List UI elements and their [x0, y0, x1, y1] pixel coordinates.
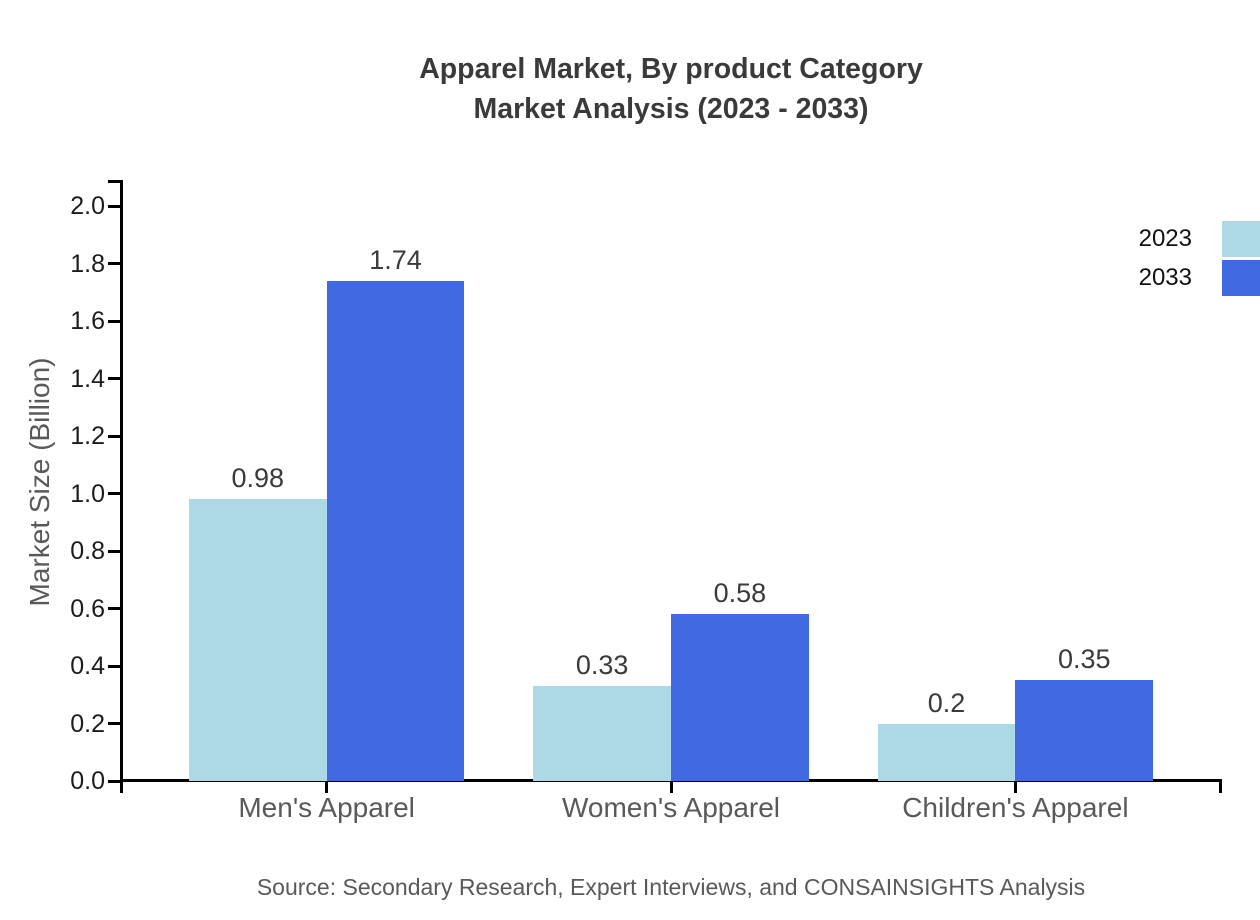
chart-title-line2: Market Analysis (2023 - 2033) [473, 93, 869, 125]
x-axis-end-cap [1219, 781, 1222, 793]
y-tick [108, 779, 121, 783]
legend-label-2023: 2023 [1138, 224, 1192, 252]
y-tick [108, 722, 121, 725]
y-tick [108, 492, 121, 495]
bar-value-label-2033-children-s-apparel: 0.35 [1057, 644, 1111, 675]
x-category-label-men-s-apparel: Men's Apparel [238, 792, 415, 823]
legend: 2023 2033 [1139, 219, 1260, 297]
y-tick [108, 549, 121, 553]
legend-item-2023: 2023 [1139, 219, 1260, 258]
y-tick [108, 664, 121, 668]
y-tick-label: 0.8 [70, 537, 105, 565]
y-axis-line [120, 180, 123, 793]
chart-title-line1: Apparel Market, By product Category [419, 53, 923, 85]
bar-value-label-2033-women-s-apparel: 0.58 [713, 578, 767, 609]
source-note: Source: Secondary Research, Expert Inter… [256, 874, 1086, 900]
bar-value-label-2033-men-s-apparel: 1.74 [369, 244, 422, 275]
y-tick [108, 434, 121, 438]
y-tick-label: 0.0 [70, 767, 105, 795]
y-tick-label: 0.4 [70, 652, 105, 680]
legend-swatch-2033 [1222, 259, 1260, 296]
bar-value-label-2023-men-s-apparel: 0.98 [231, 463, 285, 494]
y-tick-label: 1.6 [70, 307, 105, 335]
x-tick [669, 781, 673, 793]
chart-title: Apparel Market, By product Category Mark… [120, 49, 1222, 129]
y-axis-end-cap [108, 180, 123, 183]
y-tick [108, 204, 121, 208]
bar-2033-children-s-apparel [1015, 680, 1154, 781]
legend-item-2033: 2033 [1139, 258, 1260, 297]
y-tick-label: 0.2 [70, 709, 105, 738]
y-tick [108, 377, 121, 380]
y-tick-label: 1.4 [70, 364, 105, 393]
bar-2023-women-s-apparel [533, 686, 671, 781]
x-tick [1013, 781, 1017, 793]
legend-label-2033: 2033 [1138, 263, 1192, 291]
bar-2023-men-s-apparel [188, 499, 327, 781]
y-tick-label: 2.0 [70, 192, 105, 220]
bar-2023-children-s-apparel [877, 723, 1016, 781]
bar-value-label-2023-women-s-apparel: 0.33 [575, 650, 629, 681]
y-tick-label: 1.8 [70, 249, 105, 278]
y-tick-label: 0.6 [70, 594, 105, 623]
x-tick [325, 781, 329, 793]
y-tick-label: 1.0 [70, 479, 105, 508]
bar-2033-men-s-apparel [326, 280, 465, 781]
y-tick [108, 319, 121, 323]
bar-2033-women-s-apparel [671, 614, 809, 781]
x-category-label-children-s-apparel: Children's Apparel [902, 792, 1129, 823]
legend-swatch-2023 [1222, 220, 1260, 257]
bar-value-label-2023-children-s-apparel: 0.2 [927, 687, 966, 718]
y-tick-label: 1.2 [70, 422, 105, 450]
x-category-label-women-s-apparel: Women's Apparel [561, 792, 781, 823]
y-tick [108, 262, 121, 265]
y-tick [108, 607, 121, 610]
